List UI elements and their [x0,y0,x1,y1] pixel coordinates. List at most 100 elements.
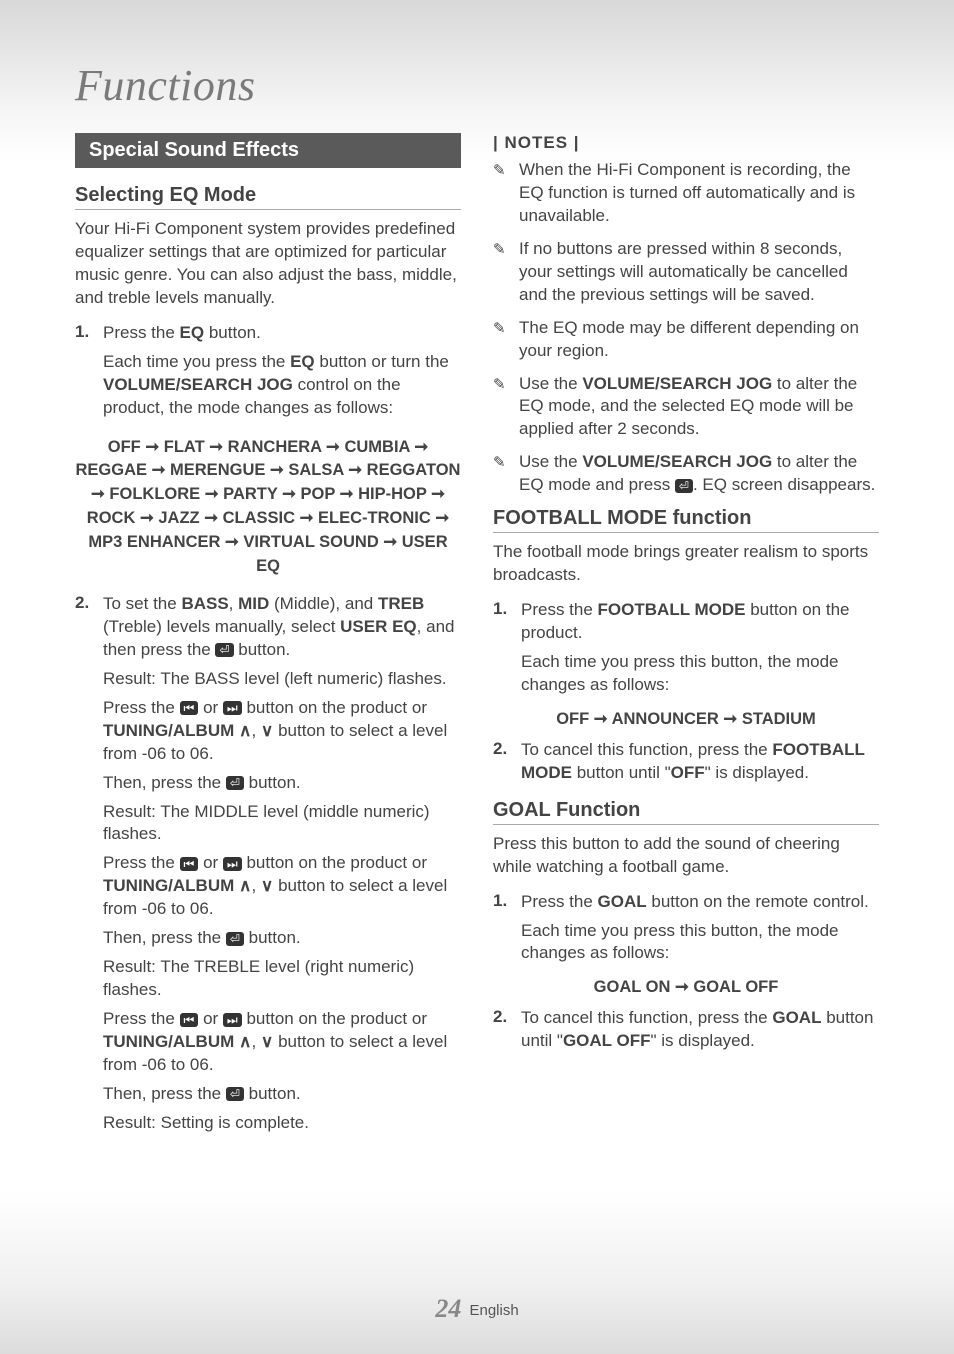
text: To cancel this function, press the [521,740,772,759]
text: button on the product or [242,1009,427,1028]
text: (Treble) levels manually, select [103,617,340,636]
note-item: ✎ Use the VOLUME/SEARCH JOG to alter the… [493,373,879,442]
step-number: 2. [493,739,521,791]
football-mode-label: FOOTBALL MODE [598,600,746,619]
down-icon: ∨ [261,721,273,740]
up-icon: ∧ [239,721,251,740]
sub-heading-football: FOOTBALL MODE function [493,507,879,533]
text: button until " [572,763,671,782]
step-body: To cancel this function, press the GOAL … [521,1007,879,1059]
jog-label: VOLUME/SEARCH JOG [103,375,293,394]
tuning-label: TUNING/ALBUM [103,721,234,740]
prev-track-icon: ⏮ [180,857,199,871]
tuning-label: TUNING/ALBUM [103,876,234,895]
manual-page: Functions Special Sound Effects Selectin… [0,0,954,1187]
notes-heading: | NOTES | [493,133,879,153]
note-text: Use the VOLUME/SEARCH JOG to alter the E… [519,373,879,442]
note-item: ✎ Use the VOLUME/SEARCH JOG to alter the… [493,451,879,497]
text: button or turn the [315,352,449,371]
text: " is displayed. [650,1031,754,1050]
text: , [229,594,238,613]
goal-button-label: GOAL [598,892,647,911]
goal-button-label: GOAL [772,1008,821,1027]
right-column: | NOTES | ✎ When the Hi-Fi Component is … [493,133,879,1147]
off-label: OFF [671,763,705,782]
eq-steps-list-2: 2. To set the BASS, MID (Middle), and TR… [75,593,461,1141]
result-text: Result: The TREBLE level (right numeric)… [103,956,461,1002]
text: Use the [519,374,582,393]
text: Each time you press this button, the mod… [521,920,879,966]
pencil-icon: ✎ [493,373,519,442]
step-body: Press the FOOTBALL MODE button on the pr… [521,599,879,703]
goal-intro: Press this button to add the sound of ch… [493,833,879,879]
eq-intro-text: Your Hi-Fi Component system provides pre… [75,218,461,310]
list-item: 1. Press the EQ button. Each time you pr… [75,322,461,426]
text: . EQ screen disappears. [693,475,875,494]
enter-icon: ⏎ [675,479,693,493]
step-body: Press the EQ button. Each time you press… [103,322,461,426]
text: button. [244,928,301,947]
text: Press the [103,698,180,717]
text: Then, press the [103,773,226,792]
down-icon: ∨ [261,876,273,895]
text: To cancel this function, press the [521,1008,772,1027]
note-text: Use the VOLUME/SEARCH JOG to alter the E… [519,451,879,497]
text: or [198,853,223,872]
text: Press the [103,853,180,872]
pencil-icon: ✎ [493,159,519,228]
tuning-label: TUNING/ALBUM [103,1032,234,1051]
enter-icon: ⏎ [226,776,244,790]
eq-button-label: EQ [290,352,315,371]
text: , [251,721,260,740]
text: button on the product or [242,853,427,872]
goal-mode-chain: GOAL ON ➞ GOAL OFF [493,977,879,997]
text: or [198,1009,223,1028]
note-text: The EQ mode may be different depending o… [519,317,879,363]
result-text: Result: Setting is complete. [103,1112,461,1135]
list-item: 2. To set the BASS, MID (Middle), and TR… [75,593,461,1141]
pencil-icon: ✎ [493,317,519,363]
list-item: 2. To cancel this function, press the GO… [493,1007,879,1059]
jog-label: VOLUME/SEARCH JOG [582,374,772,393]
up-icon: ∧ [239,1032,251,1051]
two-column-layout: Special Sound Effects Selecting EQ Mode … [75,133,879,1147]
chapter-title: Functions [75,60,879,111]
pencil-icon: ✎ [493,451,519,497]
step-body: To cancel this function, press the FOOTB… [521,739,879,791]
note-item: ✎ When the Hi-Fi Component is recording,… [493,159,879,228]
eq-steps-list: 1. Press the EQ button. Each time you pr… [75,322,461,426]
step-number: 1. [493,891,521,972]
treb-label: TREB [378,594,424,613]
text: Press the [103,1009,180,1028]
result-text: Result: The MIDDLE level (middle numeric… [103,801,461,847]
step-body: Press the GOAL button on the remote cont… [521,891,879,972]
enter-icon: ⏎ [215,643,233,657]
mid-label: MID [238,594,269,613]
text: button. [204,323,261,342]
text: To set the [103,594,181,613]
text: Each time you press the [103,352,290,371]
text: , [251,876,260,895]
text: Then, press the [103,1084,226,1103]
eq-mode-chain: OFF ➞ FLAT ➞ RANCHERA ➞ CUMBIA ➞ REGGAE … [75,436,461,580]
prev-track-icon: ⏮ [180,1013,199,1027]
next-track-icon: ⏭ [223,701,242,715]
step-number: 1. [75,322,103,426]
note-item: ✎ If no buttons are pressed within 8 sec… [493,238,879,307]
list-item: 1. Press the GOAL button on the remote c… [493,891,879,972]
text: " is displayed. [705,763,809,782]
text: Then, press the [103,928,226,947]
page-number: 24 [435,1294,461,1323]
step-body: To set the BASS, MID (Middle), and TREB … [103,593,461,1141]
text: button on the remote control. [647,892,869,911]
football-mode-chain: OFF ➞ ANNOUNCER ➞ STADIUM [493,709,879,729]
enter-icon: ⏎ [226,932,244,946]
step-number: 2. [493,1007,521,1059]
text: button. [244,773,301,792]
page-footer: 24 English [0,1294,954,1324]
sub-heading-goal: GOAL Function [493,799,879,825]
goal-off-label: GOAL OFF [563,1031,651,1050]
text: Press the [521,892,598,911]
bass-label: BASS [181,594,228,613]
text: Each time you press this button, the mod… [521,651,879,697]
